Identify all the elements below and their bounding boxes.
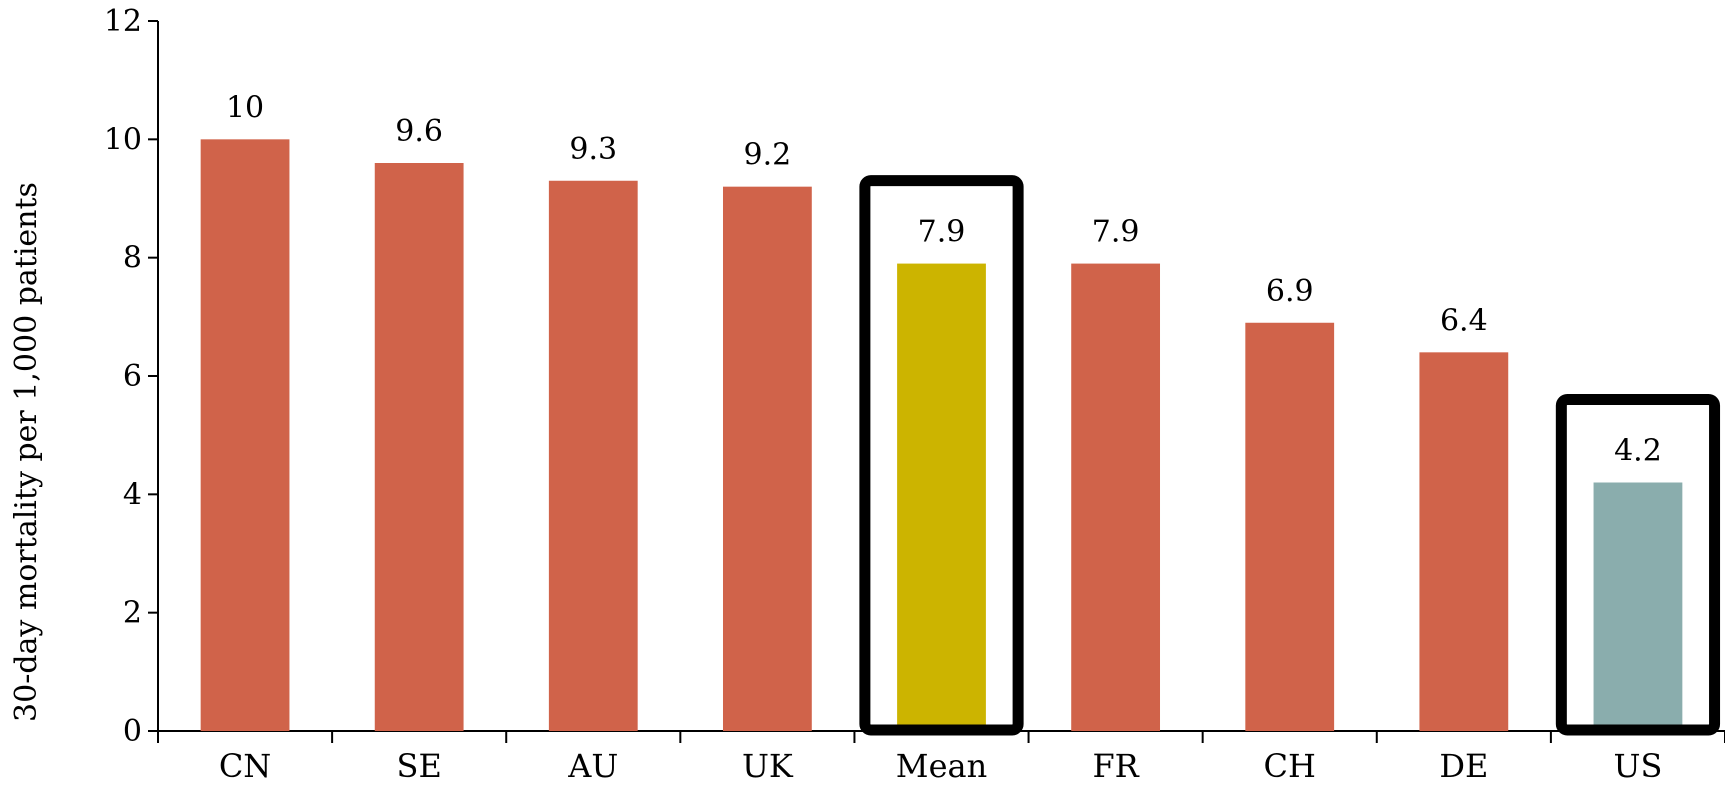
bar-series (200, 139, 1683, 732)
bar-uk (722, 186, 812, 731)
data-label: 7.9 (918, 215, 966, 250)
y-axis: 0 2 4 6 8 10 12 (104, 4, 159, 749)
data-label: 4.2 (1614, 434, 1662, 469)
data-label: 9.6 (395, 114, 443, 149)
bar-au (548, 180, 638, 731)
data-labels: 10 9.6 9.3 9.2 7.9 7.9 6.9 6.4 4.2 (226, 90, 1662, 468)
bar-cn (200, 139, 290, 732)
data-label: 10 (226, 90, 264, 125)
x-tick-label: AU (567, 747, 618, 785)
bar-fr (1071, 263, 1161, 731)
x-tick-label: Mean (896, 747, 987, 785)
bar-se (374, 163, 464, 731)
bar-ch (1245, 322, 1335, 731)
y-tick-label: 8 (123, 241, 142, 276)
x-axis: CN SE AU UK Mean FR CH DE US (157, 730, 1725, 785)
x-tick-label: US (1613, 747, 1662, 785)
y-tick-label: 0 (123, 714, 142, 749)
y-tick-label: 4 (123, 477, 142, 512)
highlight-box-mean (859, 175, 1024, 736)
y-tick-label: 10 (104, 122, 142, 157)
data-label: 7.9 (1092, 215, 1140, 250)
y-tick-label: 6 (123, 359, 142, 394)
x-tick-label: CH (1264, 747, 1316, 785)
bar-us (1593, 482, 1683, 731)
x-tick-label: DE (1439, 747, 1488, 785)
highlight-boxes (859, 175, 1721, 736)
x-tick-label: FR (1092, 747, 1139, 785)
data-label: 6.4 (1440, 303, 1488, 338)
bar-mean (897, 263, 986, 731)
data-label: 6.9 (1266, 274, 1314, 309)
highlight-box-us (1555, 394, 1721, 736)
data-label: 9.2 (744, 138, 792, 173)
bar-de (1419, 352, 1509, 731)
x-tick-label: SE (397, 747, 442, 785)
y-tick-label: 2 (123, 596, 142, 631)
y-tick-label: 12 (104, 4, 142, 39)
y-axis-title: 30-day mortality per 1,000 patients (9, 182, 44, 722)
x-tick-label: UK (742, 747, 794, 785)
data-label: 9.3 (569, 132, 617, 167)
x-tick-label: CN (219, 747, 271, 785)
